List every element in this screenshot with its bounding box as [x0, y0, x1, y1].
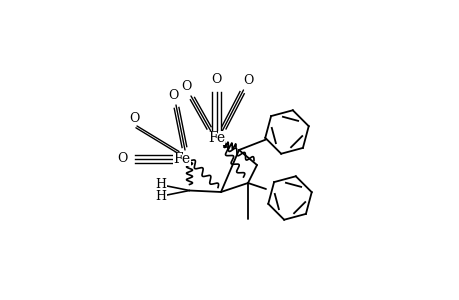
- Text: H: H: [155, 178, 166, 191]
- Text: O: O: [181, 80, 191, 93]
- Text: O: O: [129, 112, 139, 125]
- Text: Fe: Fe: [173, 152, 190, 166]
- Text: O: O: [211, 73, 221, 86]
- Text: O: O: [243, 74, 253, 87]
- Text: O: O: [168, 89, 178, 102]
- Text: H: H: [155, 190, 166, 203]
- Text: O: O: [118, 152, 128, 166]
- Text: Fe: Fe: [207, 131, 224, 145]
